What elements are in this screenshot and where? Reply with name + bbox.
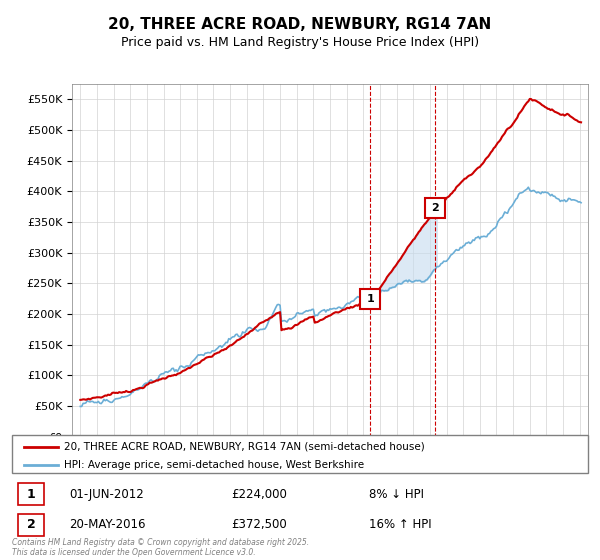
Text: Contains HM Land Registry data © Crown copyright and database right 2025.
This d: Contains HM Land Registry data © Crown c… xyxy=(12,538,309,557)
Text: £224,000: £224,000 xyxy=(231,488,287,501)
Text: 2: 2 xyxy=(26,518,35,531)
Text: 20-MAY-2016: 20-MAY-2016 xyxy=(70,518,146,531)
Text: 01-JUN-2012: 01-JUN-2012 xyxy=(70,488,145,501)
FancyBboxPatch shape xyxy=(18,483,44,505)
Text: 20, THREE ACRE ROAD, NEWBURY, RG14 7AN: 20, THREE ACRE ROAD, NEWBURY, RG14 7AN xyxy=(109,17,491,32)
Text: 1: 1 xyxy=(26,488,35,501)
Text: 1: 1 xyxy=(367,295,374,305)
FancyBboxPatch shape xyxy=(12,435,588,473)
Text: Price paid vs. HM Land Registry's House Price Index (HPI): Price paid vs. HM Land Registry's House … xyxy=(121,36,479,49)
Text: 8% ↓ HPI: 8% ↓ HPI xyxy=(369,488,424,501)
Text: HPI: Average price, semi-detached house, West Berkshire: HPI: Average price, semi-detached house,… xyxy=(64,460,364,470)
FancyBboxPatch shape xyxy=(18,514,44,536)
Text: 2: 2 xyxy=(431,203,439,213)
Text: 16% ↑ HPI: 16% ↑ HPI xyxy=(369,518,432,531)
Text: £372,500: £372,500 xyxy=(231,518,287,531)
Text: 20, THREE ACRE ROAD, NEWBURY, RG14 7AN (semi-detached house): 20, THREE ACRE ROAD, NEWBURY, RG14 7AN (… xyxy=(64,441,425,451)
